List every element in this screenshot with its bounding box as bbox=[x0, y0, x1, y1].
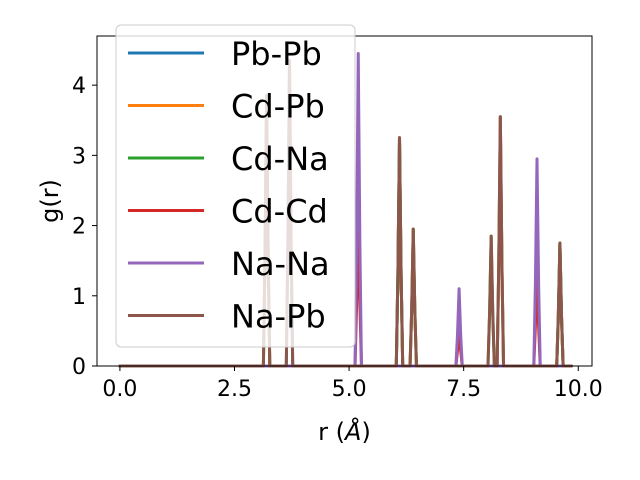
x-tick-label: 0.0 bbox=[102, 377, 137, 402]
legend-label-cd-na: Cd-Na bbox=[231, 140, 329, 178]
x-axis-label-text: r ( bbox=[318, 418, 345, 446]
legend-label-cd-cd: Cd-Cd bbox=[231, 193, 328, 231]
legend-label-pb-pb: Pb-Pb bbox=[231, 35, 322, 73]
x-tick-label: 5.0 bbox=[332, 377, 367, 402]
y-tick-label: 4 bbox=[72, 74, 86, 99]
legend: Pb-Pb Cd-Pb Cd-Na Cd-Cd Na-Na Na-Pb bbox=[115, 24, 356, 348]
legend-label-cd-pb: Cd-Pb bbox=[231, 88, 325, 126]
x-tick-label: 10.0 bbox=[554, 377, 603, 402]
x-tick-label: 2.5 bbox=[217, 377, 252, 402]
y-tick-label: 2 bbox=[72, 215, 86, 240]
x-tick-label: 7.5 bbox=[446, 377, 481, 402]
x-axis-label: r (Å) bbox=[318, 417, 371, 446]
x-axis: 0.0 2.5 5.0 7.5 10.0 bbox=[102, 366, 603, 402]
y-axis: 0 1 2 3 4 bbox=[72, 74, 97, 380]
series-line-na-na bbox=[118, 52, 573, 368]
x-axis-label-unit: Å bbox=[343, 417, 361, 446]
y-tick-label: 3 bbox=[72, 144, 86, 169]
legend-label-na-na: Na-Na bbox=[231, 245, 330, 283]
y-axis-label: g(r) bbox=[36, 179, 64, 223]
y-tick-label: 1 bbox=[72, 285, 86, 310]
y-tick-label: 0 bbox=[72, 355, 86, 380]
x-axis-label-close: ) bbox=[361, 418, 370, 446]
legend-label-na-pb: Na-Pb bbox=[231, 298, 326, 336]
